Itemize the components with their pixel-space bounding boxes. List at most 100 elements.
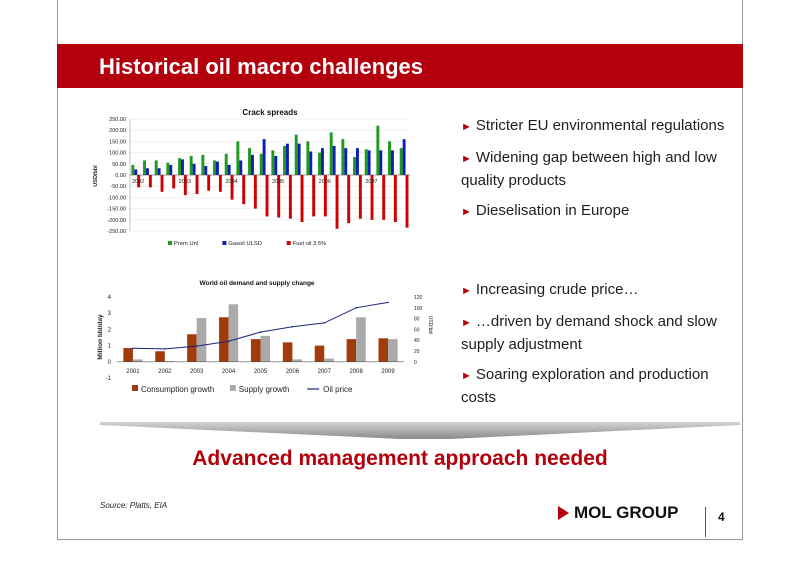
y-tick-label: -150.00: [107, 207, 126, 213]
y-tick-label: 3: [108, 311, 112, 317]
chart-title: World oil demand and supply change: [199, 280, 314, 287]
bar-fuel-oil-3-5-: [183, 175, 187, 196]
bar-fuel-oil-3-5-: [160, 175, 164, 192]
logo-triangle-icon: [558, 506, 569, 520]
bar-prem-unl: [318, 152, 321, 175]
bar-fuel-oil-3-5-: [230, 175, 234, 200]
bar-supply-growth: [196, 318, 207, 362]
y-tick-label: 250.00: [109, 117, 126, 123]
bar-gasoil-ulsd: [297, 143, 301, 175]
footer-divider: [705, 507, 706, 537]
bar-prem-unl: [271, 150, 275, 175]
bar-gasoil-ulsd: [355, 148, 359, 175]
bar-consumption-growth: [314, 345, 325, 362]
bar-consumption-growth: [250, 339, 261, 362]
x-tick-label: 2003: [190, 369, 204, 375]
bullet-arrow-icon: ►: [461, 370, 472, 382]
bar-gasoil-ulsd: [262, 139, 266, 175]
bar-prem-unl: [143, 160, 146, 175]
oil-demand-supply-svg: World oil demand and supply change 4 3 2 1 0 -…: [97, 280, 433, 394]
point-oil-price: [195, 345, 198, 347]
bar-consumption-growth: [219, 317, 229, 362]
x-tick-label: 2002: [158, 369, 172, 375]
bar-gasoil-ulsd: [250, 154, 254, 175]
x-tick-label: 2009: [381, 369, 395, 375]
y2-tick-label: 40: [414, 338, 420, 344]
y-tick-label: 4: [108, 295, 112, 301]
x-tick-label: 2005: [272, 179, 284, 185]
chart-title: Crack spreads: [242, 108, 298, 117]
y-tick-label: 1: [108, 344, 112, 350]
point-oil-price: [227, 340, 230, 343]
y-tick-label: 100.00: [109, 151, 126, 157]
bar-gasoil-ulsd: [180, 159, 184, 175]
bullet-arrow-icon: ►: [461, 317, 472, 329]
oil-demand-supply-chart: World oil demand and supply change 4 3 2 1 0 -…: [92, 275, 437, 395]
bar-supply-growth: [292, 359, 302, 362]
bar-fuel-oil-3-5-: [253, 175, 257, 209]
x-tick-label: 2003: [179, 179, 191, 185]
bar-gasoil-ulsd: [379, 150, 383, 175]
point-oil-price: [291, 325, 294, 328]
headline: Advanced management approach needed: [192, 447, 608, 470]
bar-prem-unl: [399, 148, 403, 175]
bar-fuel-oil-3-5-: [195, 175, 199, 195]
bar-gasoil-ulsd: [344, 148, 348, 175]
legend-label: Prem Unl: [174, 241, 198, 247]
bar-fuel-oil-3-5-: [207, 175, 211, 191]
point-oil-price: [323, 322, 326, 324]
legend-swatch: [229, 385, 236, 391]
point-oil-price: [164, 348, 166, 350]
frame-bottom-border: [57, 539, 743, 540]
x-tick-label: 2007: [365, 179, 377, 185]
bar-gasoil-ulsd: [227, 164, 231, 175]
frame-left-border: [57, 0, 58, 540]
bar-gasoil-ulsd: [402, 139, 406, 175]
crack-spreads-chart: Crack spreads 250.00 200.00 150.00 100.00 50.…: [90, 104, 420, 254]
bar-prem-unl: [388, 141, 391, 175]
bar-supply-growth: [164, 360, 175, 362]
bar-consumption-growth: [123, 348, 133, 362]
point-oil-price: [387, 301, 389, 304]
bullet-arrow-icon: ►: [461, 285, 472, 297]
bar-gasoil-ulsd: [204, 166, 208, 175]
source-note: Source: Platts, EIA: [100, 501, 168, 510]
y-tick-label: 200.00: [109, 128, 126, 134]
bar-fuel-oil-3-5-: [335, 175, 339, 229]
bar-fuel-oil-3-5-: [347, 175, 351, 224]
bar-supply-growth: [324, 358, 334, 362]
bar-gasoil-ulsd: [169, 164, 173, 175]
bar-prem-unl: [364, 149, 368, 175]
bullet-item: ► Widening gap between high and low quali…: [461, 149, 717, 189]
bar-prem-unl: [259, 153, 263, 175]
legend-swatch: [222, 241, 227, 245]
company-logo: MOL GROUP: [558, 503, 679, 523]
bar-prem-unl: [294, 134, 298, 175]
bar-fuel-oil-3-5-: [323, 175, 327, 217]
x-tick-label: 2006: [319, 179, 331, 185]
bar-fuel-oil-3-5-: [393, 175, 397, 223]
bullet-arrow-icon: ►: [461, 153, 472, 165]
y-tick-label: -50.00: [110, 184, 126, 190]
point-oil-price: [132, 347, 134, 350]
bar-prem-unl: [329, 132, 333, 175]
bar-fuel-oil-3-5-: [137, 175, 141, 188]
bar-prem-unl: [213, 160, 216, 175]
y2-tick-label: 0: [414, 360, 417, 366]
x-tick-label: 2002: [132, 179, 144, 185]
bar-prem-unl: [178, 158, 181, 175]
bar-gasoil-ulsd: [157, 168, 161, 175]
point-oil-price: [259, 331, 262, 333]
bar-supply-growth: [132, 359, 143, 362]
y-tick-label: 0: [108, 360, 112, 366]
gradient-arrow-banner: [100, 422, 740, 439]
legend-label: Oil price: [323, 385, 353, 394]
bar-prem-unl: [154, 160, 158, 175]
bar-gasoil-ulsd: [285, 143, 289, 175]
x-tick-label: 2006: [286, 369, 300, 375]
bar-fuel-oil-3-5-: [277, 175, 281, 218]
point-oil-price: [355, 307, 357, 309]
title-bar: [57, 44, 743, 88]
bullet-item: ► Dieselisation in Europe: [461, 202, 630, 219]
slide-title: Historical oil macro challenges: [99, 54, 424, 79]
